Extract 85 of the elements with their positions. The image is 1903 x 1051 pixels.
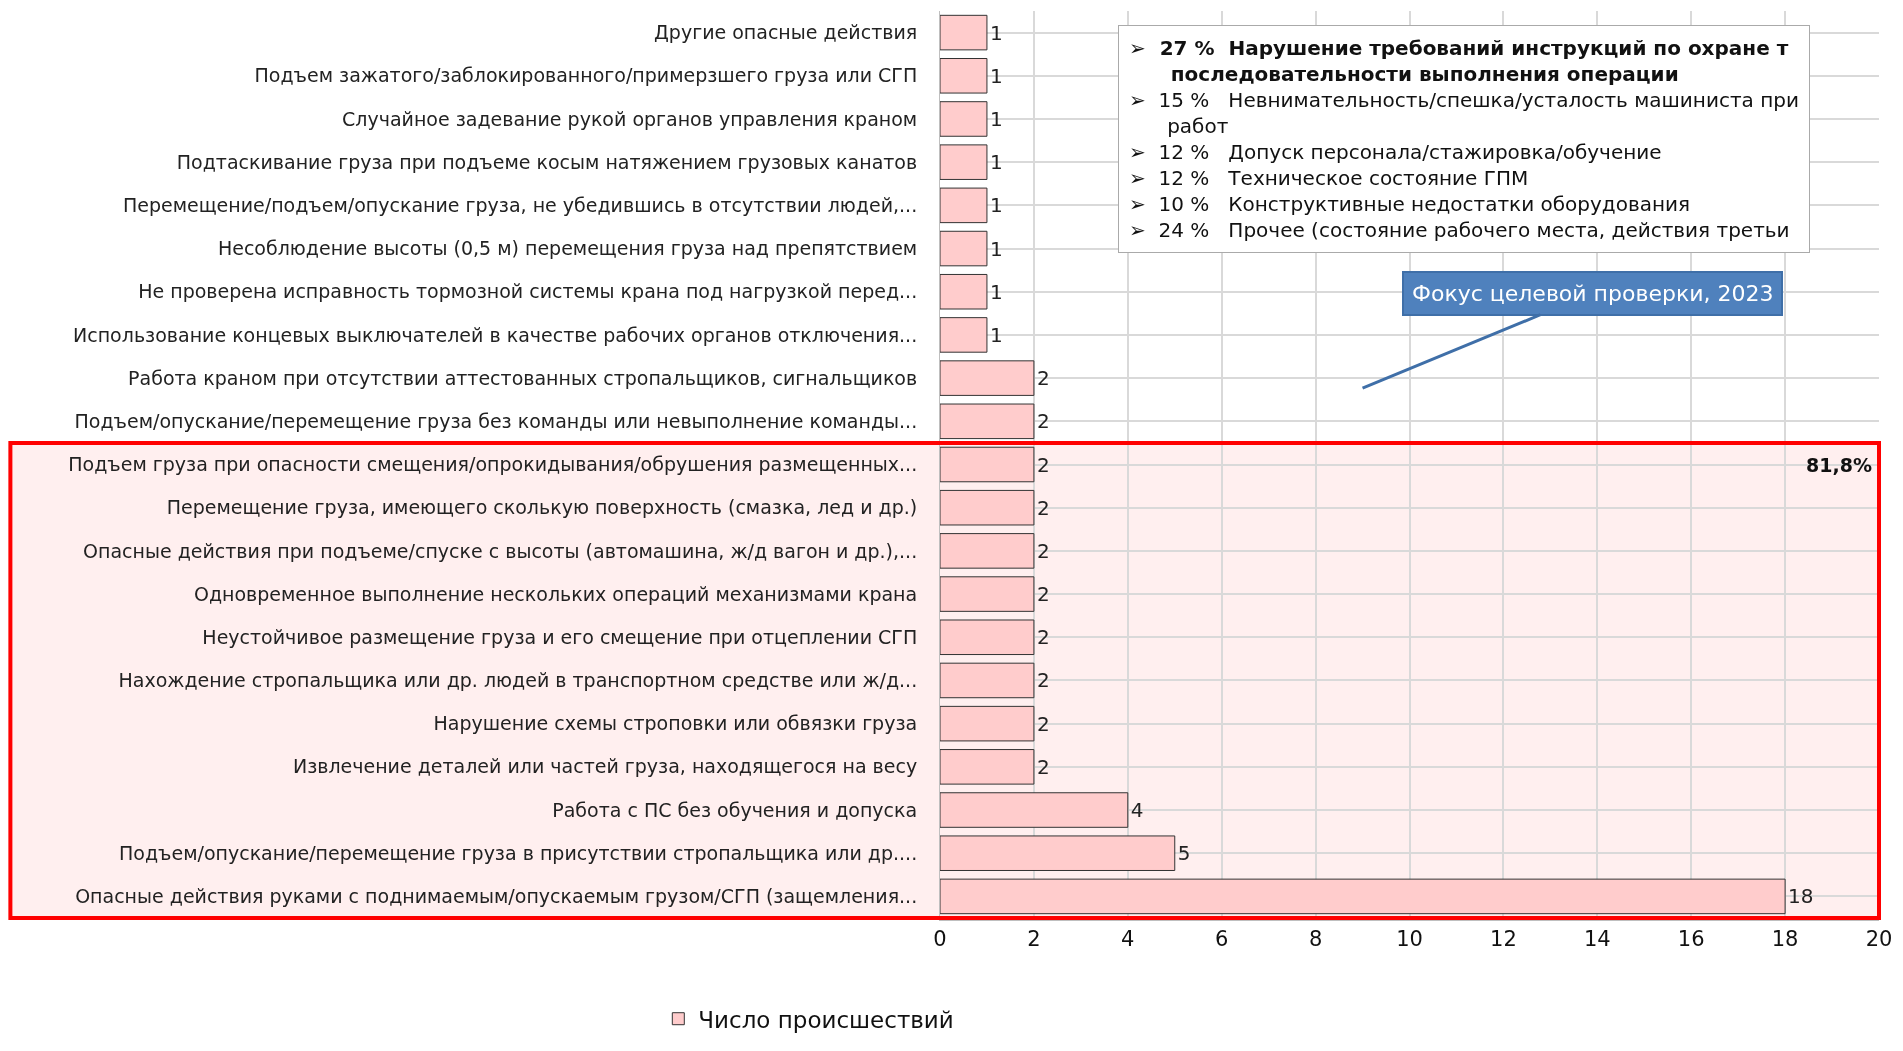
data-label: 4 bbox=[1130, 798, 1144, 823]
annotation: ➢ 15 % Невнимательность/спешка/усталость машиниста при bbox=[1129, 88, 1799, 112]
y-tick-label: Другие опасные действия bbox=[654, 21, 918, 44]
annotation: ➢ 12 % Техническое состояние ГПМ bbox=[1129, 166, 1529, 190]
y-tick-label: Использование концевых выключателей в качестве рабочих органов отключения... bbox=[73, 323, 918, 346]
x-tick-label: 4 bbox=[1121, 927, 1135, 952]
bar bbox=[940, 662, 1035, 699]
x-tick-label: 18 bbox=[1771, 927, 1799, 952]
data-label: 2 bbox=[1036, 366, 1050, 391]
data-label: 5 bbox=[1177, 841, 1191, 866]
data-label: 1 bbox=[989, 236, 1003, 261]
annotation: ➢ 10 % Конструктивные недостатки оборудования bbox=[1129, 192, 1691, 216]
bar bbox=[940, 187, 988, 224]
data-label: 2 bbox=[1036, 582, 1050, 607]
data-label: 2 bbox=[1036, 754, 1050, 779]
y-tick-label: Опасные действия при подъеме/спуске с высоты (автомашина, ж/д вагон и др.),... bbox=[83, 539, 918, 562]
data-label: 1 bbox=[989, 279, 1003, 304]
bar bbox=[940, 878, 1786, 915]
y-tick-label: Не проверена исправность тормозной системы крана под нагрузкой перед... bbox=[138, 280, 918, 303]
y-tick-label: Неустойчивое размещение груза и его смещение при отцеплении СГП bbox=[202, 625, 918, 648]
y-tick-label: Подтаскивание груза при подъеме косым натяжением грузовых канатов bbox=[176, 150, 918, 173]
y-tick-label: Перемещение/подъем/опускание груза, не убедившись в отсутствии людей,... bbox=[122, 194, 918, 217]
data-label: 2 bbox=[1036, 711, 1050, 736]
legend-label: Число происшествий bbox=[698, 1006, 954, 1033]
bar bbox=[940, 576, 1035, 612]
x-tick-label: 16 bbox=[1677, 927, 1705, 952]
bar bbox=[940, 230, 988, 267]
x-tick-label: 2 bbox=[1027, 927, 1041, 952]
y-tick-label: Несоблюдение высоты (0,5 м) перемещения груза над препятствием bbox=[217, 237, 918, 260]
y-tick-label: Подъем груза при опасности смещения/опрокидывания/обрушения размещенных... bbox=[68, 453, 918, 476]
y-tick-label: Работа с ПС без обучения и допуска bbox=[552, 798, 918, 821]
y-tick-label: Опасные действия руками с поднимаемым/опускаемым грузом/СГП (защемления... bbox=[75, 885, 918, 908]
x-tick-label: 14 bbox=[1583, 927, 1611, 952]
annotation: последовательности выполнения операции bbox=[1129, 62, 1679, 86]
data-label: 1 bbox=[989, 20, 1003, 45]
y-tick-label: Перемещение груза, имеющего сколькую поверхность (смазка, лед и др.) bbox=[166, 496, 918, 519]
data-label: 1 bbox=[989, 106, 1003, 131]
y-tick-label: Случайное задевание рукой органов управления краном bbox=[342, 107, 918, 130]
bar bbox=[940, 835, 1176, 871]
annotation: Фокус целевой проверки, 2023 bbox=[1412, 281, 1774, 306]
y-tick-label: Работа краном при отсутствии аттестованных стропальщиков, сигнальщиков bbox=[128, 366, 918, 389]
bar bbox=[940, 14, 988, 51]
bar bbox=[940, 144, 988, 180]
y-tick-label: Нахождение стропальщика или др. людей в транспортном средстве или ж/д... bbox=[118, 669, 918, 692]
bar bbox=[940, 403, 1035, 440]
y-tick-label: Подъем/опускание/перемещение груза в присутствии стропальщика или др.... bbox=[119, 841, 918, 864]
data-label: 1 bbox=[989, 150, 1003, 175]
bar bbox=[940, 273, 988, 310]
bar bbox=[940, 489, 1035, 526]
x-tick-label: 10 bbox=[1396, 927, 1423, 952]
data-label: 1 bbox=[989, 63, 1003, 88]
annotation: работ bbox=[1129, 114, 1229, 138]
bar bbox=[940, 58, 988, 94]
bar bbox=[940, 360, 1035, 396]
bar bbox=[940, 705, 1035, 742]
annotation: ➢ 27 % Нарушение требований инструкций по охране т bbox=[1129, 36, 1789, 60]
data-label: 2 bbox=[1036, 409, 1050, 434]
y-tick-label: Извлечение деталей или частей груза, находящегося на весу bbox=[292, 755, 918, 778]
bar bbox=[940, 619, 1035, 656]
data-label: 2 bbox=[1036, 538, 1050, 563]
bar bbox=[940, 446, 1035, 483]
data-label: 18 bbox=[1788, 884, 1814, 909]
y-tick-label: Одновременное выполнение нескольких операций механизмами крана bbox=[193, 582, 918, 605]
band-label: 81,8% bbox=[1806, 454, 1872, 476]
data-label: 1 bbox=[989, 322, 1003, 347]
bar bbox=[940, 101, 988, 137]
x-tick-label: 6 bbox=[1215, 927, 1229, 952]
bar bbox=[940, 749, 1035, 785]
x-tick-label: 12 bbox=[1490, 927, 1517, 952]
data-label: 2 bbox=[1036, 452, 1050, 477]
annotation: ➢ 12 % Допуск персонала/стажировка/обучение bbox=[1129, 140, 1662, 164]
bar bbox=[940, 533, 1035, 569]
y-tick-label: Подъем/опускание/перемещение груза без команды или невыполнение команды... bbox=[74, 409, 918, 432]
x-tick-label: 0 bbox=[933, 927, 947, 952]
x-tick-label: 20 bbox=[1865, 927, 1893, 952]
y-tick-label: Подъем зажатого/заблокированного/примерзшего груза или СГП bbox=[254, 64, 918, 87]
data-label: 2 bbox=[1036, 625, 1050, 650]
x-tick-label: 8 bbox=[1308, 927, 1323, 952]
bar bbox=[940, 792, 1129, 828]
y-tick-label: Нарушение схемы строповки или обвязки груза bbox=[433, 712, 918, 735]
data-label: 2 bbox=[1036, 495, 1050, 520]
annotation: ➢ 24 % Прочее (состояние рабочего места, действия третьи bbox=[1129, 218, 1790, 242]
bar bbox=[940, 317, 988, 353]
data-label: 1 bbox=[989, 193, 1003, 218]
data-label: 2 bbox=[1036, 668, 1050, 693]
